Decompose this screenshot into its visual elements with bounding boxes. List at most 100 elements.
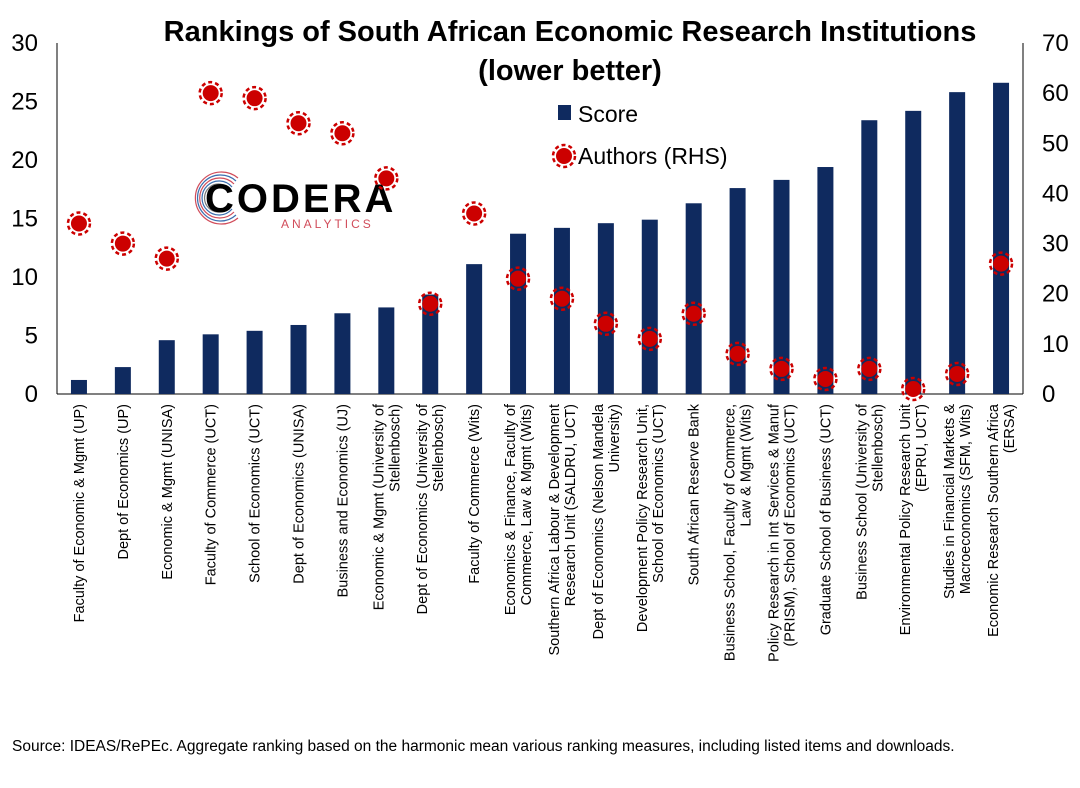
authors-markers <box>66 80 1014 402</box>
authors-marker <box>505 266 531 291</box>
score-bar <box>773 179 790 394</box>
category-label: Environmental Policy Research Unit(EPRU,… <box>898 404 930 635</box>
score-bar <box>905 110 922 395</box>
score-bar <box>422 294 439 394</box>
y-left-tick-label: 0 <box>25 381 38 408</box>
score-bars <box>70 82 1010 395</box>
y-right-tick-label: 30 <box>1042 231 1069 258</box>
score-bar <box>290 324 307 394</box>
score-bar <box>685 203 702 394</box>
logo-swirl-icon <box>194 171 239 225</box>
authors-marker <box>110 231 136 256</box>
score-bar <box>246 330 263 394</box>
authors-marker <box>988 251 1014 276</box>
category-label: Economics & Finance, Faculty ofCommerce,… <box>503 403 535 615</box>
category-label: Dept of Economics (Nelson MandelaUnivers… <box>591 403 623 639</box>
authors-marker <box>198 80 223 106</box>
authors-marker <box>769 356 794 382</box>
score-bar <box>378 307 395 394</box>
logo-subtext: ANALYTICS <box>281 217 374 231</box>
authors-marker <box>944 361 970 387</box>
category-label: South African Reserve Bank <box>687 403 703 585</box>
category-label: School of Economics (UCT) <box>248 404 264 583</box>
category-label: Economic & Mgmt (University ofStellenbos… <box>371 403 403 610</box>
logo-text: CODERA <box>205 177 396 221</box>
y-left-tick-label: 25 <box>11 89 38 116</box>
y-right-tick-label: 10 <box>1042 331 1069 358</box>
category-label: Business School (University ofStellenbos… <box>854 403 886 600</box>
source-note: Source: IDEAS/RePEc. Aggregate ranking b… <box>12 738 955 755</box>
left-axis-ticks: 0 5 10 15 20 25 30 <box>11 30 38 408</box>
authors-marker <box>813 366 838 392</box>
authors-marker <box>330 121 355 146</box>
score-bar <box>729 188 746 394</box>
y-left-tick-label: 10 <box>11 264 38 291</box>
authors-marker <box>593 311 619 337</box>
score-bar <box>114 367 131 394</box>
y-right-tick-label: 40 <box>1042 180 1069 207</box>
y-right-tick-label: 20 <box>1042 281 1069 308</box>
category-label: Graduate School of Business (UCT) <box>818 404 834 635</box>
right-axis-ticks: 0 10 20 30 40 50 60 70 <box>1042 30 1069 408</box>
authors-marker <box>66 211 92 236</box>
score-bar <box>597 223 614 394</box>
category-label: Dept of Economics (UP) <box>116 404 132 560</box>
authors-marker <box>417 291 443 316</box>
category-labels: Faculty of Economic & Mgmt (UP) Dept of E… <box>72 403 1018 662</box>
authors-marker <box>637 326 663 352</box>
category-label: Policy Research in Int Services & Manuf(… <box>767 403 799 662</box>
y-left-tick-label: 20 <box>11 147 38 174</box>
category-label: Studies in Financial Markets &Macroecono… <box>942 404 974 599</box>
legend: Score Authors (RHS) <box>551 101 728 169</box>
score-bar <box>510 233 527 394</box>
score-bar <box>202 334 219 394</box>
legend-authors-marker-icon <box>551 143 577 169</box>
codera-logo: CODERA ANALYTICS <box>194 171 396 231</box>
chart-subtitle: (lower better) <box>478 55 662 87</box>
y-right-tick-label: 70 <box>1042 30 1069 57</box>
authors-marker <box>154 246 180 271</box>
authors-marker <box>242 85 267 111</box>
axes-group <box>56 43 1024 395</box>
y-right-tick-label: 60 <box>1042 80 1069 107</box>
score-bar <box>949 92 966 394</box>
y-right-tick-label: 50 <box>1042 130 1069 157</box>
y-left-tick-label: 15 <box>11 206 38 233</box>
category-label: Faculty of Economic & Mgmt (UP) <box>72 404 88 622</box>
authors-marker <box>900 376 926 402</box>
authors-marker <box>286 110 311 136</box>
y-right-tick-label: 0 <box>1042 381 1055 408</box>
category-label: Dept of Economics (University ofStellenb… <box>415 403 447 614</box>
score-bar <box>158 340 175 394</box>
category-label: Business and Economics (UJ) <box>335 404 351 597</box>
legend-authors-label: Authors (RHS) <box>578 143 728 169</box>
score-bar <box>70 379 87 394</box>
category-label: Faculty of Commerce (Wits) <box>467 404 483 584</box>
legend-score-swatch <box>558 105 571 120</box>
category-label: Development Policy Research Unit,School … <box>635 404 667 632</box>
category-label: Dept of Economics (UNISA) <box>292 404 308 584</box>
category-label: Faculty of Commerce (UCT) <box>204 404 220 585</box>
score-bar <box>817 167 834 394</box>
score-bar <box>993 82 1010 394</box>
score-bar <box>861 120 878 394</box>
score-bar <box>641 219 658 394</box>
authors-marker <box>549 286 575 311</box>
category-label: Southern Africa Labour & DevelopmentRese… <box>547 404 579 655</box>
category-label: Economic & Mgmt (UNISA) <box>160 404 176 580</box>
authors-marker <box>857 356 882 382</box>
score-bar <box>334 313 351 394</box>
y-left-tick-label: 5 <box>25 323 38 350</box>
category-label: Business School, Faculty of Commerce,Law… <box>723 404 755 661</box>
y-left-tick-label: 30 <box>11 30 38 57</box>
authors-marker <box>725 341 750 367</box>
score-bar <box>466 264 483 394</box>
authors-marker <box>681 301 706 327</box>
legend-score-label: Score <box>578 101 638 127</box>
category-label: Economic Research Southern Africa(ERSA) <box>986 403 1018 637</box>
authors-marker <box>461 201 487 226</box>
authors-marker <box>374 166 399 191</box>
chart-title: Rankings of South African Economic Resea… <box>164 16 977 48</box>
